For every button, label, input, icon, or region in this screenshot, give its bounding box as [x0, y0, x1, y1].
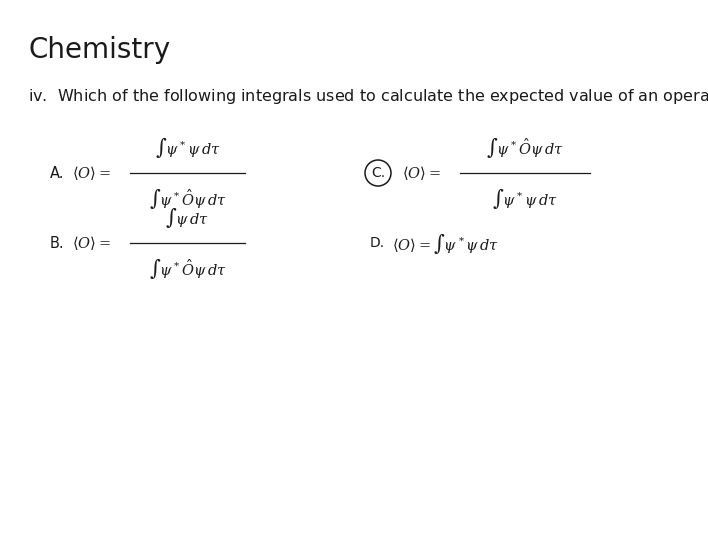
Text: Chemistry: Chemistry: [28, 36, 170, 64]
Text: D.: D.: [370, 236, 385, 250]
Text: $\int \psi^* \psi\, d\tau$: $\int \psi^* \psi\, d\tau$: [154, 135, 220, 160]
Text: $\int \psi^* \psi\, d\tau$: $\int \psi^* \psi\, d\tau$: [492, 186, 558, 211]
Text: $\int \psi^* \hat{O} \psi\, d\tau$: $\int \psi^* \hat{O} \psi\, d\tau$: [149, 186, 227, 211]
Text: $\int \psi^* \hat{O} \psi\, d\tau$: $\int \psi^* \hat{O} \psi\, d\tau$: [149, 256, 227, 281]
Text: C.: C.: [371, 166, 385, 180]
Text: iv.  Which of the following integrals used to calculate the expected value of an: iv. Which of the following integrals use…: [28, 83, 708, 107]
Text: $\langle O\rangle =$: $\langle O\rangle =$: [402, 164, 441, 182]
Text: $\langle O\rangle = \int \psi^* \psi\, d\tau$: $\langle O\rangle = \int \psi^* \psi\, d…: [392, 230, 499, 255]
Text: B.: B.: [50, 235, 64, 250]
Text: $\int \psi\, d\tau$: $\int \psi\, d\tau$: [166, 205, 210, 230]
Text: $\langle O\rangle =$: $\langle O\rangle =$: [72, 164, 110, 182]
Text: $\int \psi^* \hat{O} \psi\, d\tau$: $\int \psi^* \hat{O} \psi\, d\tau$: [486, 135, 564, 160]
Text: A.: A.: [50, 166, 64, 181]
Text: $\langle O\rangle =$: $\langle O\rangle =$: [72, 234, 110, 252]
